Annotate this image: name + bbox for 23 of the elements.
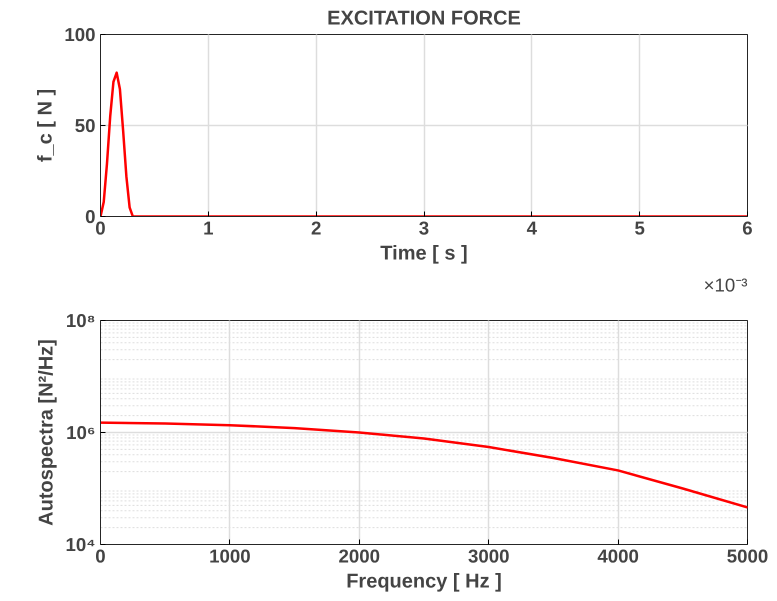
x-tick-label: 4000	[597, 546, 639, 566]
x-tick-label: 1	[203, 218, 214, 238]
y-tick-label: 10⁸	[66, 310, 96, 331]
x-tick-label: 4	[526, 218, 538, 238]
text: ×10⁻³	[704, 274, 748, 296]
x-tick-label: 6	[742, 218, 753, 238]
x-tick-label: 1000	[209, 546, 251, 566]
x-tick-label: 2000	[338, 546, 380, 566]
y-tick-label: 50	[74, 115, 96, 136]
line-series	[100, 421, 748, 509]
x-tick-label: 5000	[726, 546, 768, 566]
x-axis-title: Frequency [ Hz ]	[346, 570, 502, 592]
x-axis-title: Time [ s ]	[380, 242, 468, 264]
chart-title: EXCITATION FORCE	[327, 8, 521, 30]
y-axis-title: f_c [ N ]	[34, 88, 56, 162]
x-tick-label: 2	[310, 218, 322, 238]
y-tick-label: 100	[64, 24, 96, 45]
y-axis-title: Autospectra [N²/Hz]	[36, 339, 58, 526]
y-tick-label: 10⁶	[66, 422, 96, 443]
x-tick-label: 5	[634, 218, 645, 238]
x-tick-label: 3000	[468, 546, 510, 566]
x-tick-label: 3	[418, 218, 430, 238]
y-tick-label: 10⁴	[66, 534, 96, 555]
